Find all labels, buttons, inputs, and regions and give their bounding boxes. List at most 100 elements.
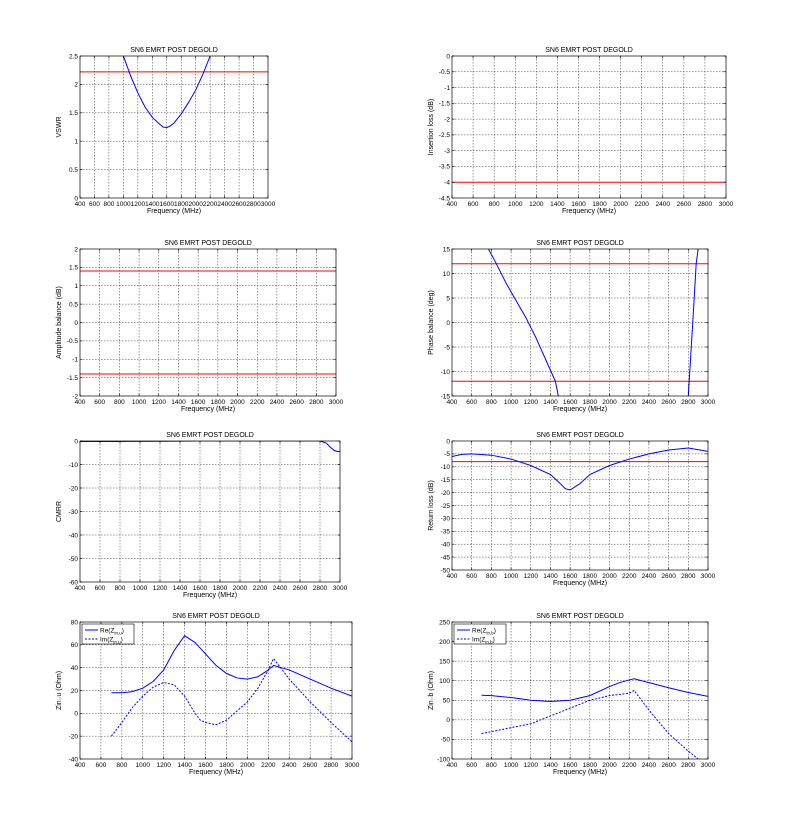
- y-tick-label: 2: [74, 82, 78, 89]
- x-tick-label: 400: [447, 399, 458, 406]
- y-tick-label: -3.5: [439, 164, 451, 171]
- x-tick-label: 2200: [203, 201, 218, 208]
- y-tick-label: -50: [441, 737, 451, 744]
- chart-title: SN6 EMRT POST DEGOLD: [164, 240, 252, 247]
- chart-panel-4: 400 600 800 1000 1200 1400 1600 1800 2000 2200 240…: [428, 240, 716, 413]
- x-tick-label: 3000: [701, 762, 716, 769]
- plot-frame: [451, 248, 709, 397]
- y-tick-label: 15: [443, 246, 451, 253]
- chart-title: SN6 EMRT POST DEGOLD: [536, 613, 624, 620]
- y-tick-label: 1.5: [69, 110, 78, 117]
- series-line-2: [481, 689, 699, 759]
- x-tick-label: 800: [489, 201, 500, 208]
- x-tick-label: 600: [468, 201, 479, 208]
- x-tick-label: 2200: [634, 201, 649, 208]
- chart-title: SN6 EMRT POST DEGOLD: [172, 613, 260, 620]
- x-tick-label: 3000: [701, 573, 716, 580]
- x-tick-label: 2600: [661, 573, 676, 580]
- x-tick-label: 1200: [524, 762, 539, 769]
- y-axis-label: Return loss (dB): [428, 480, 435, 531]
- y-tick-label: -5: [444, 344, 450, 351]
- x-tick-label: 1800: [592, 201, 607, 208]
- x-tick-label: 1800: [583, 399, 598, 406]
- x-tick-label: 2800: [309, 399, 324, 406]
- legend-entry: Re(Zin,u): [100, 627, 124, 635]
- y-tick-label: 0: [74, 320, 78, 327]
- x-tick-label: 3000: [701, 399, 716, 406]
- y-axis-label: Phase balance (deg): [428, 290, 435, 355]
- x-tick-label: 1200: [524, 399, 539, 406]
- y-tick-label: -1.5: [67, 375, 79, 382]
- x-tick-label: 1000: [116, 201, 131, 208]
- y-tick-label: 10: [443, 271, 451, 278]
- y-tick-label: -100: [437, 756, 450, 763]
- x-tick-label: 2400: [217, 201, 232, 208]
- x-axis-label: Frequency (MHz): [181, 406, 235, 413]
- x-tick-label: 1600: [563, 573, 578, 580]
- y-tick-label: -45: [441, 554, 451, 561]
- x-tick-label: 3000: [261, 201, 276, 208]
- x-axis-label: Frequency (MHz): [553, 406, 607, 413]
- y-tick-label: -1: [72, 357, 78, 364]
- x-tick-label: 1600: [563, 762, 578, 769]
- x-tick-label: 2600: [677, 201, 692, 208]
- x-tick-label: 2800: [313, 585, 328, 592]
- y-tick-label: -15: [441, 393, 451, 400]
- x-tick-label: 400: [447, 762, 458, 769]
- y-tick-label: -4: [444, 180, 450, 187]
- x-tick-label: 3000: [329, 399, 344, 406]
- y-axis-label: VSWR: [56, 117, 63, 138]
- y-tick-label: 1: [74, 139, 78, 146]
- x-tick-label: 400: [75, 399, 86, 406]
- x-tick-label: 800: [114, 399, 125, 406]
- x-tick-label: 2200: [622, 573, 637, 580]
- series-line-2: [110, 657, 352, 743]
- x-tick-label: 600: [466, 399, 477, 406]
- y-tick-label: 40: [71, 665, 79, 672]
- y-tick-label: 0: [446, 53, 450, 60]
- chart-title: SN6 EMRT POST DEGOLD: [130, 47, 218, 54]
- x-tick-label: 600: [94, 399, 105, 406]
- x-tick-label: 1000: [132, 399, 147, 406]
- series-line-1: [111, 635, 352, 697]
- chart-title: SN6 EMRT POST DEGOLD: [536, 240, 624, 247]
- x-axis-label: Frequency (MHz): [562, 208, 616, 215]
- chart-panel-1: 400 600 800 1000 1200 1400 1600 1800 2000 2200 240…: [56, 47, 276, 215]
- y-tick-label: 60: [71, 642, 79, 649]
- x-tick-label: 2400: [642, 573, 657, 580]
- plot-frame: [451, 440, 709, 571]
- y-tick-label: -2: [444, 116, 450, 123]
- x-tick-label: 1800: [213, 585, 228, 592]
- chart-title: SN6 EMRT POST DEGOLD: [166, 432, 254, 439]
- x-axis-label: Frequency (MHz): [183, 592, 237, 599]
- plot-frame: [79, 55, 269, 199]
- y-tick-label: 200: [439, 639, 450, 646]
- x-tick-label: 1400: [543, 399, 558, 406]
- series-line-1: [80, 441, 340, 453]
- chart-panel-2: 400 600 800 1000 1200 1400 1600 1800 2000 2200 240…: [428, 47, 734, 215]
- y-tick-label: 100: [439, 678, 450, 685]
- y-tick-label: 0: [74, 438, 78, 445]
- chart-panel-8: 400 600 800 1000 1200 1400 1600 1800 2000 2200 240…: [428, 613, 716, 776]
- x-tick-label: 800: [486, 573, 497, 580]
- y-tick-label: -50: [441, 567, 451, 574]
- x-tick-label: 2000: [602, 573, 617, 580]
- x-tick-label: 2000: [230, 399, 245, 406]
- y-axis-label: Amplitude balance (dB): [56, 286, 63, 359]
- legend: [453, 623, 507, 645]
- y-tick-label: -4.5: [439, 195, 451, 202]
- x-tick-label: 1800: [583, 573, 598, 580]
- legend-entry: Im(Zin,b): [472, 636, 495, 644]
- y-tick-label: 50: [443, 698, 451, 705]
- x-axis-label: Frequency (MHz): [147, 208, 201, 215]
- chart-panel-3: 400 600 800 1000 1200 1400 1600 1800 2000 2200 240…: [56, 240, 344, 413]
- y-tick-label: -0.5: [67, 338, 79, 345]
- y-tick-label: 5: [446, 295, 450, 302]
- series-line-1: [487, 249, 559, 396]
- y-tick-label: 2.5: [69, 53, 78, 60]
- y-tick-label: -60: [69, 579, 79, 586]
- x-tick-label: 800: [116, 762, 127, 769]
- x-tick-label: 2200: [622, 762, 637, 769]
- x-tick-label: 1000: [504, 399, 519, 406]
